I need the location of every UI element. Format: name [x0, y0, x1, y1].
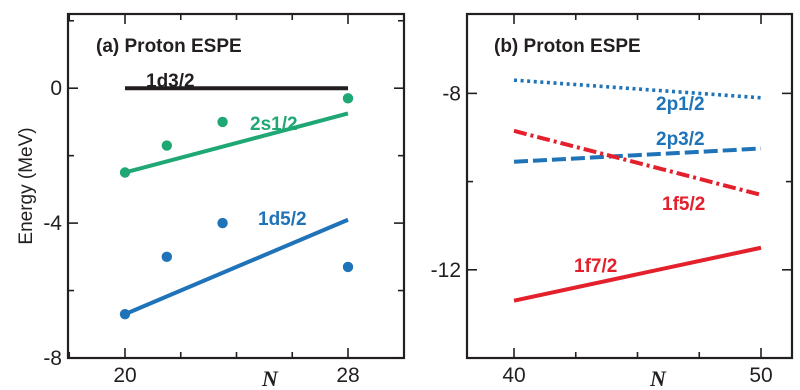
data-point-1d5-2	[342, 261, 354, 273]
series-line-2s1-2	[124, 111, 349, 175]
x-tick-label-b: 50	[749, 364, 772, 387]
y-tick-label-a: -8	[43, 347, 62, 370]
label-1d3-2: 1d3/2	[146, 71, 195, 92]
data-point-1d5-2	[217, 217, 228, 229]
x-tick-label-a: 20	[113, 364, 136, 387]
data-point-2s1-2	[119, 167, 131, 178]
y-tick-label-b: -8	[442, 82, 461, 105]
panel-a-ticks: 0 -4 -8 20 28	[43, 14, 404, 387]
label-1f7-2: 1f7/2	[574, 256, 617, 277]
panel-b-x-axis-label: N	[649, 366, 667, 390]
panel-a: 0 -4 -8 20 28 (a) Proton ESPE Energy (MeV) N…	[16, 12, 406, 390]
x-tick-label-b: 40	[502, 364, 525, 387]
series-line-1d5-2	[124, 217, 349, 316]
label-1f5-2: 1f5/2	[662, 194, 705, 215]
series-line-2p1-2	[513, 78, 762, 100]
y-tick-label-a: -4	[43, 212, 62, 235]
label-2p3-2: 2p3/2	[656, 129, 705, 150]
y-tick-label-a: 0	[50, 77, 62, 100]
series-line-2p3-2	[513, 146, 762, 164]
label-2p1-2: 2p1/2	[656, 94, 705, 115]
data-point-1d5-2	[119, 308, 131, 320]
panel-b-frame	[465, 12, 794, 360]
data-point-2s1-2	[161, 140, 173, 151]
label-1d5-2: 1d5/2	[258, 209, 307, 230]
series-line-1f7-2	[513, 245, 762, 303]
x-tick-label-a: 28	[336, 364, 359, 387]
y-tick-label-b: -12	[431, 259, 461, 282]
panel-a-points	[119, 93, 354, 320]
data-point-2s1-2	[342, 93, 354, 104]
panel-a-x-axis-label: N	[261, 366, 279, 390]
panel-a-frame	[66, 12, 406, 360]
label-2s1-2: 2s1/2	[250, 114, 298, 135]
panel-a-title: (a) Proton ESPE	[96, 36, 242, 57]
series-line-1f5-2	[513, 128, 762, 197]
panel-a-lines	[124, 86, 349, 316]
data-point-1d5-2	[161, 251, 173, 263]
data-point-2s1-2	[217, 116, 228, 128]
panel-a-y-axis-label: Energy (MeV)	[16, 127, 37, 244]
panel-b-lines	[513, 78, 762, 303]
panel-b-title: (b) Proton ESPE	[494, 36, 641, 57]
panel-b-ticks: -8 -12 40 50	[431, 14, 792, 387]
